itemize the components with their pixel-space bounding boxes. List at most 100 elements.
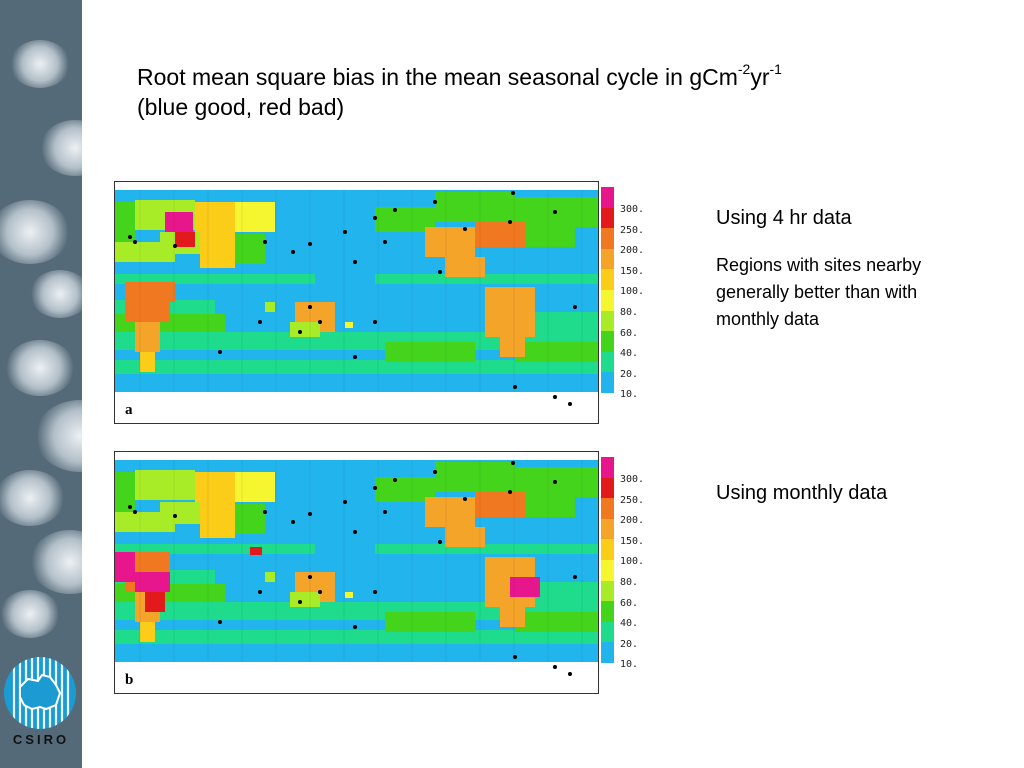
site-marker [291, 520, 295, 524]
map-region [135, 470, 195, 500]
colorbar-cell [601, 539, 614, 560]
map-region [250, 547, 262, 555]
site-marker [218, 620, 222, 624]
colorbar-cell [601, 207, 614, 229]
map-region [115, 332, 598, 350]
site-marker [263, 240, 267, 244]
colorbar-label: 200. [620, 515, 645, 527]
site-marker [258, 590, 262, 594]
cloud-decoration [30, 530, 82, 594]
map-region [140, 352, 155, 372]
colorbar-cell [601, 372, 614, 393]
map-region [515, 342, 598, 362]
site-marker [553, 480, 557, 484]
colorbar-label: 10. [620, 659, 639, 671]
site-marker [343, 500, 347, 504]
cloud-decoration [0, 590, 60, 638]
map-region [385, 612, 475, 632]
map-panel-a: a [114, 181, 599, 424]
title-superscript-2: -1 [769, 61, 782, 78]
map-region [500, 607, 525, 627]
map-panel-b: b [114, 451, 599, 694]
colorbar-label: 300. [620, 474, 645, 485]
map-region [385, 342, 475, 362]
site-marker [513, 385, 517, 389]
colorbar-cell [601, 559, 614, 581]
site-marker [508, 490, 512, 494]
site-marker [128, 505, 132, 509]
site-marker [308, 575, 312, 579]
site-marker [373, 320, 377, 324]
map-region [445, 257, 485, 277]
colorbar-label: 10. [620, 389, 639, 401]
colorbar-label: 250. [620, 494, 645, 506]
site-marker [463, 227, 467, 231]
caption-note: Regions with sites nearby generally bett… [716, 255, 922, 329]
map-region [525, 227, 575, 247]
map-region [115, 602, 598, 620]
site-marker [513, 655, 517, 659]
map-a-graphic [115, 190, 598, 423]
colorbar-label: 20. [620, 638, 639, 650]
colorbar-cell [601, 477, 614, 499]
colorbar-label: 40. [620, 348, 639, 360]
site-marker [393, 478, 397, 482]
site-marker [308, 242, 312, 246]
colorbar-cell [601, 621, 614, 643]
map-region [510, 577, 540, 597]
map-region [115, 552, 135, 582]
map-region [235, 234, 265, 264]
title-unit: yr [750, 64, 770, 90]
map-region [235, 202, 275, 232]
cloud-decoration [5, 340, 75, 396]
map-region [435, 462, 515, 492]
map-region [115, 274, 315, 284]
site-marker [133, 510, 137, 514]
site-marker [218, 350, 222, 354]
map-region [115, 662, 598, 693]
site-marker [433, 470, 437, 474]
map-region [375, 274, 598, 284]
map-region [200, 238, 235, 268]
colorbar-cell [601, 289, 614, 311]
site-marker [553, 665, 557, 669]
csiro-logo-icon [4, 657, 76, 729]
map-region [515, 612, 598, 632]
colorbar-cell [601, 331, 614, 352]
map-region [115, 472, 135, 512]
site-marker [258, 320, 262, 324]
colorbar-label: 100. [620, 556, 645, 568]
site-marker [298, 600, 302, 604]
colorbar-label: 250. [620, 224, 645, 236]
map-region [145, 592, 165, 612]
panel-letter-b: b [125, 672, 134, 688]
site-marker [383, 240, 387, 244]
colorbar-label: 300. [620, 204, 645, 215]
colorbar-cell [601, 642, 614, 663]
map-region [135, 572, 170, 592]
site-marker [568, 402, 572, 406]
site-marker [298, 330, 302, 334]
colorbar-b [601, 457, 614, 663]
site-marker [553, 210, 557, 214]
colorbar-label: 60. [620, 327, 639, 339]
cloud-decoration [40, 120, 82, 176]
map-region [145, 282, 175, 302]
site-marker [568, 672, 572, 676]
map-region [175, 232, 195, 247]
site-marker [343, 230, 347, 234]
panel-letter-a: a [125, 402, 133, 418]
map-region [115, 544, 315, 554]
site-marker [353, 530, 357, 534]
cloud-decoration [0, 470, 65, 526]
map-region [475, 492, 525, 517]
site-marker [373, 216, 377, 220]
map-region [235, 472, 275, 502]
map-region [235, 504, 265, 534]
map-region [435, 192, 515, 222]
map-region [425, 227, 475, 257]
colorbar-cell [601, 518, 614, 540]
site-marker [511, 461, 515, 465]
title-text: Root mean square bias in the mean season… [137, 64, 738, 90]
colorbar-cell [601, 498, 614, 519]
